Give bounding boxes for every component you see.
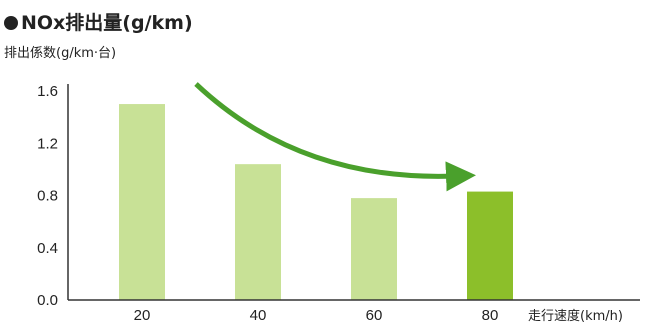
y-tick-label: 0.8 xyxy=(37,188,58,205)
chart-title: NOx排出量(g/km) xyxy=(4,8,193,35)
chart-title-text: NOx排出量(g/km) xyxy=(21,12,193,34)
bar-60 xyxy=(351,198,397,300)
bar-40 xyxy=(235,164,281,300)
y-tick-label: 0.0 xyxy=(37,292,58,309)
x-tick-label: 80 xyxy=(482,307,499,320)
y-tick-label: 1.6 xyxy=(37,83,58,100)
bar-80 xyxy=(467,191,513,300)
y-axis-label: 排出係数(g/km·台) xyxy=(4,46,117,61)
trend-arrow xyxy=(194,82,476,192)
bullet-icon xyxy=(4,16,18,30)
x-tick-label: 20 xyxy=(134,307,151,320)
y-tick-label: 0.4 xyxy=(37,240,58,257)
y-tick-label: 1.2 xyxy=(37,135,58,152)
x-tick-label: 40 xyxy=(250,307,267,320)
x-tick-label: 60 xyxy=(366,307,383,320)
bar-20 xyxy=(119,104,165,300)
